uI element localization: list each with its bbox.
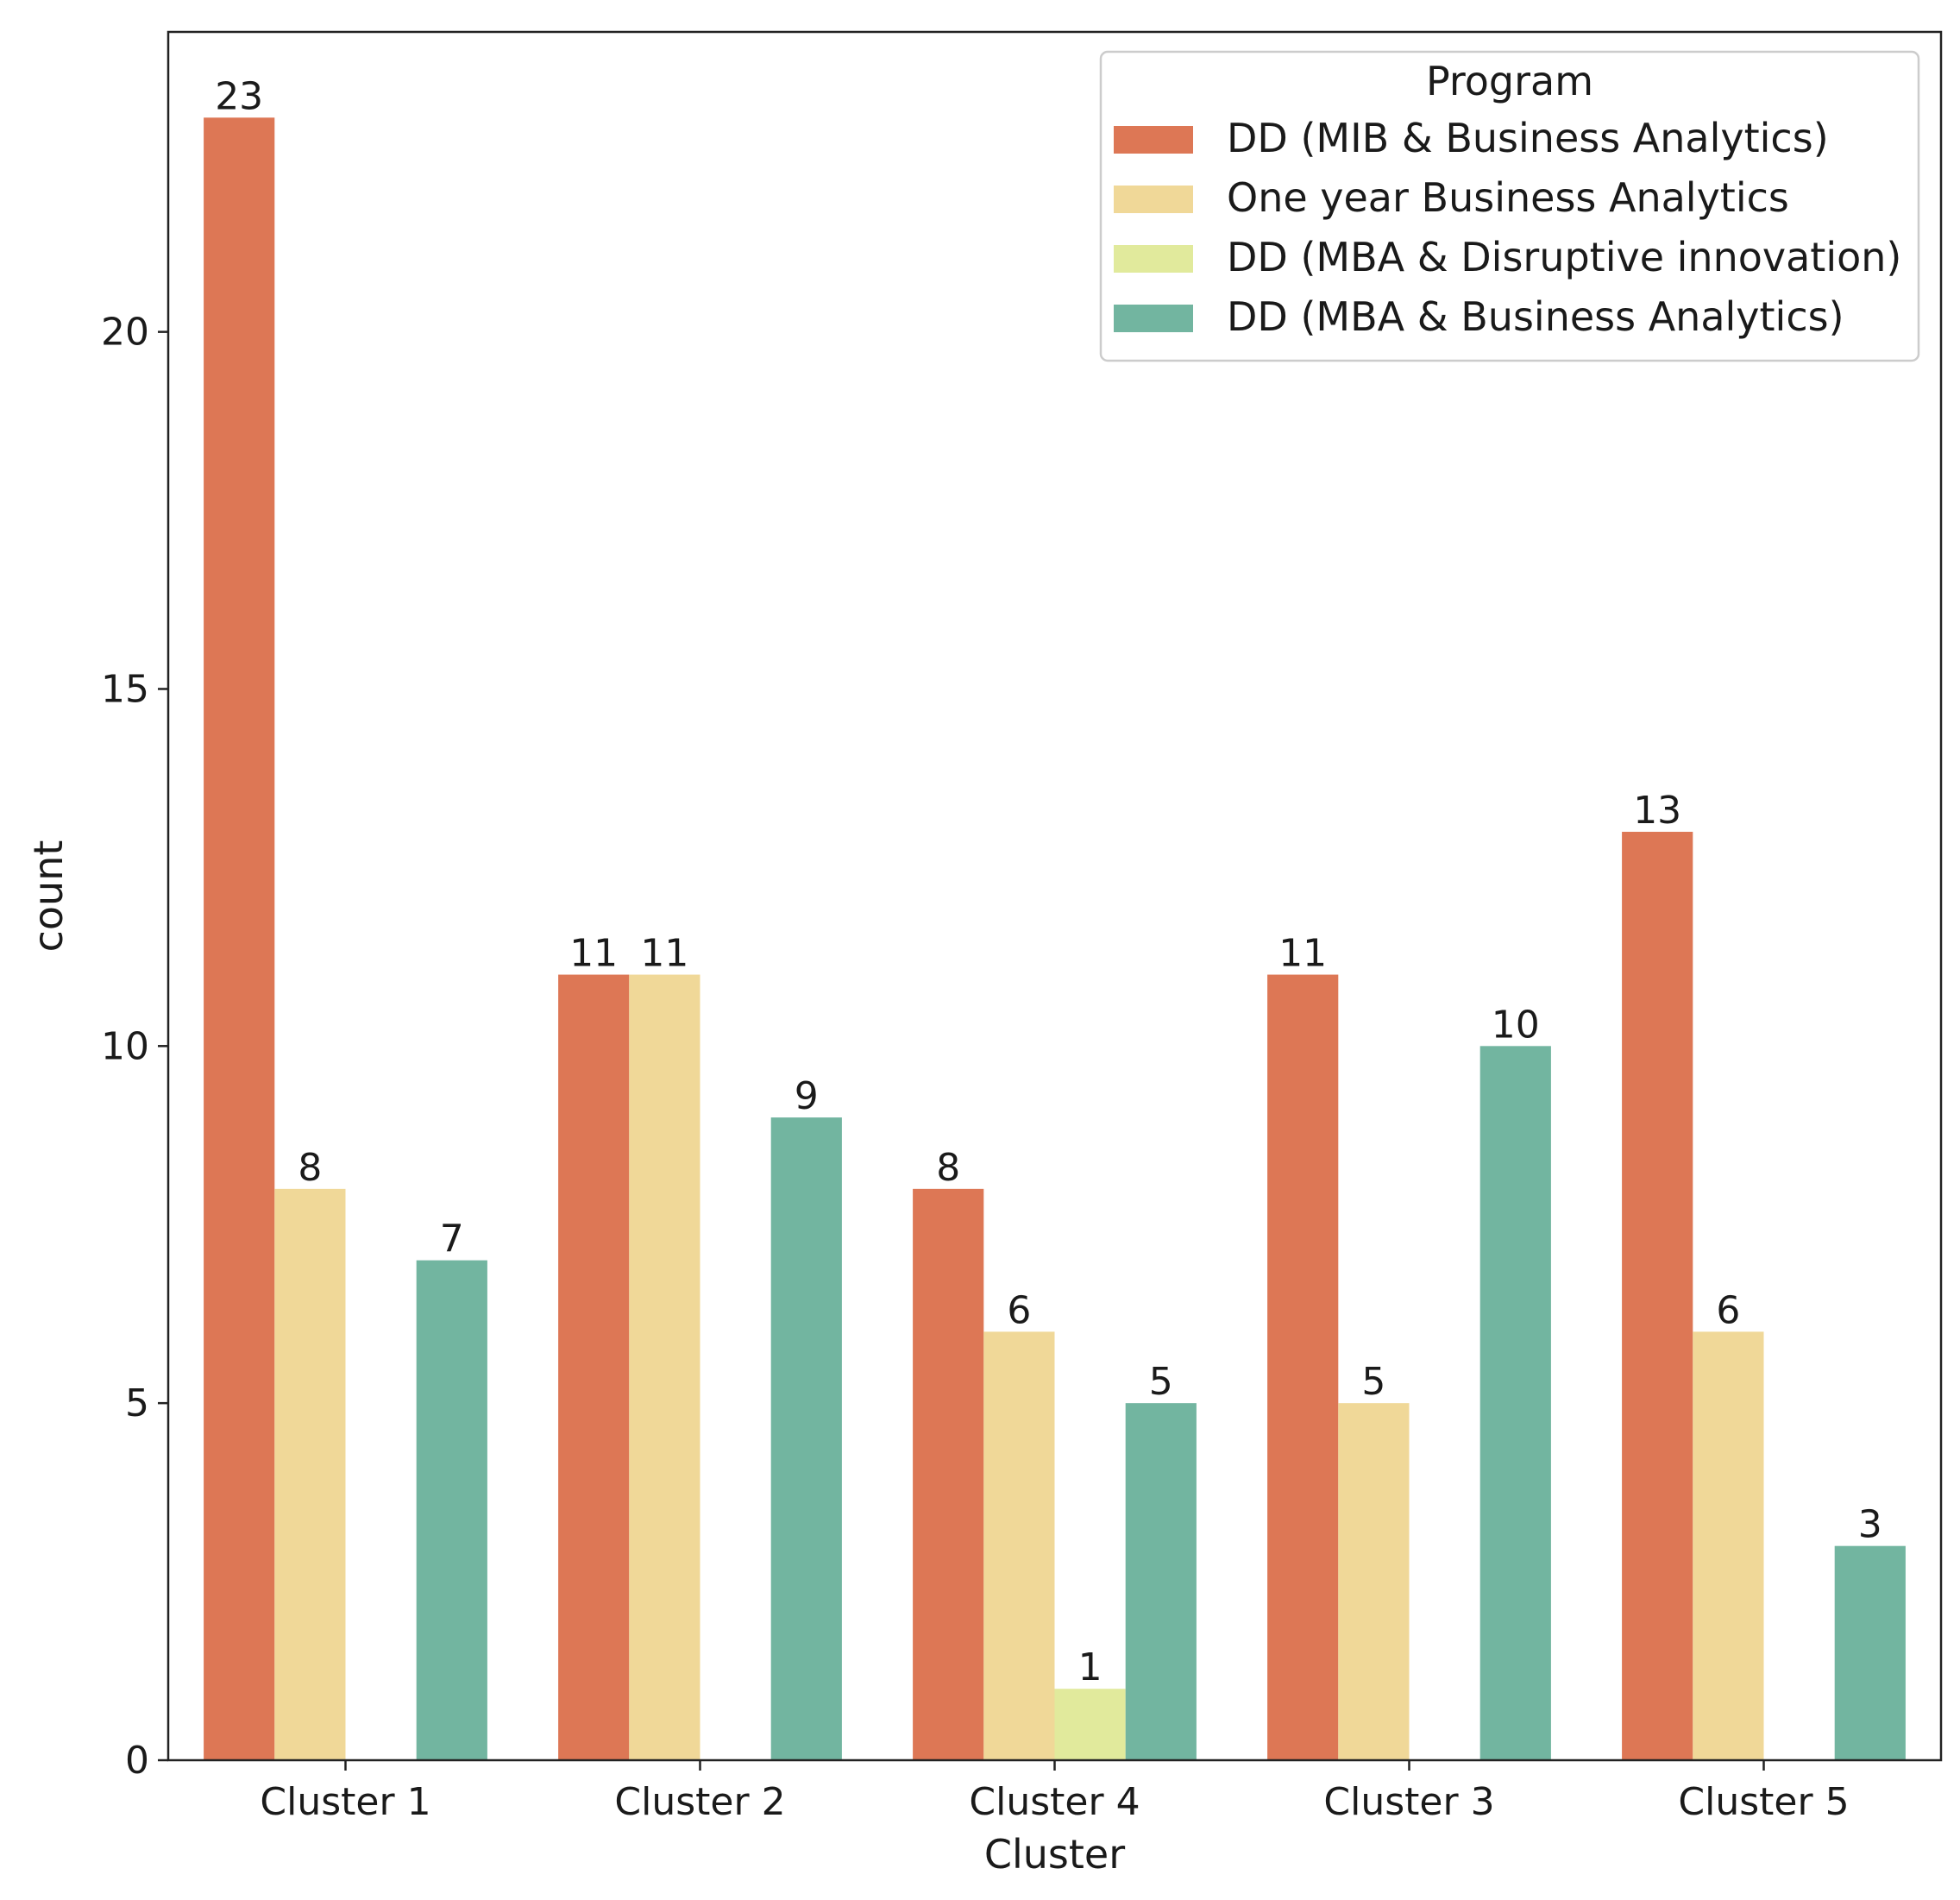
bar	[629, 974, 700, 1760]
bars-layer	[204, 117, 1906, 1760]
bar-data-label: 5	[1149, 1360, 1173, 1404]
legend-entries: DD (MIB & Business Analytics) One year Bu…	[1114, 115, 1901, 340]
legend-swatch	[1114, 186, 1193, 213]
bar-data-label: 8	[298, 1146, 322, 1190]
y-tick-label: 10	[101, 1024, 149, 1068]
legend-swatch	[1114, 305, 1193, 332]
bar-data-label: 6	[1716, 1288, 1740, 1332]
y-tick-label: 5	[125, 1381, 149, 1425]
bar-data-label: 5	[1361, 1360, 1385, 1404]
legend: Program DD (MIB & Business Analytics) One…	[1099, 50, 1920, 362]
bar-data-label: 10	[1492, 1003, 1540, 1047]
y-axis-label: count	[25, 840, 72, 953]
x-tick-label: Cluster 4	[969, 1780, 1140, 1824]
x-tick-label: Cluster 1	[260, 1780, 430, 1824]
legend-entry-label: DD (MBA & Disruptive innovation)	[1227, 234, 1901, 280]
bar-data-label: 8	[936, 1146, 960, 1190]
bar-data-label: 11	[1278, 932, 1327, 976]
bar	[983, 1331, 1055, 1760]
legend-entry-label: DD (MBA & Business Analytics)	[1227, 293, 1844, 340]
bar	[416, 1260, 487, 1760]
bar	[1693, 1331, 1764, 1760]
bar-data-label: 6	[1007, 1288, 1031, 1332]
bar	[1479, 1046, 1551, 1760]
bar	[204, 117, 275, 1760]
bar-data-label: 9	[795, 1074, 819, 1118]
bar-data-label: 13	[1633, 789, 1681, 833]
legend-swatch	[1114, 245, 1193, 273]
bar	[274, 1188, 346, 1760]
bar-data-label: 3	[1858, 1503, 1882, 1547]
bar	[558, 974, 630, 1760]
legend-swatch	[1114, 126, 1193, 154]
y-tick-label: 20	[101, 311, 149, 355]
bar	[1834, 1545, 1906, 1760]
legend-entry-label: DD (MIB & Business Analytics)	[1227, 115, 1829, 161]
legend-entry-label: One year Business Analytics	[1227, 174, 1789, 221]
y-tick-label: 15	[101, 667, 149, 711]
x-tick-label: Cluster 3	[1323, 1780, 1494, 1824]
bar	[770, 1117, 842, 1760]
bar	[1622, 832, 1693, 1760]
bar-data-label: 1	[1078, 1645, 1102, 1689]
bar	[1054, 1689, 1126, 1760]
bar-data-label: 11	[569, 932, 618, 976]
bar-data-label: 11	[640, 932, 688, 976]
bar	[1267, 974, 1339, 1760]
x-tick-label: Cluster 2	[614, 1780, 785, 1824]
x-tick-label: Cluster 5	[1678, 1780, 1849, 1824]
y-tick-label: 0	[125, 1739, 149, 1783]
legend-box	[1099, 50, 1920, 362]
legend-title: Program	[1426, 58, 1593, 104]
bar	[913, 1188, 984, 1760]
bar-data-label: 7	[440, 1217, 464, 1261]
data-labels-layer: 23 8 7 11 11 9 8 6 1 5 11 5 10 13 6 3	[215, 74, 1882, 1689]
x-axis-label: Cluster	[984, 1831, 1125, 1878]
bar	[1125, 1403, 1197, 1760]
bar-data-label: 23	[215, 74, 263, 118]
bar	[1338, 1403, 1410, 1760]
